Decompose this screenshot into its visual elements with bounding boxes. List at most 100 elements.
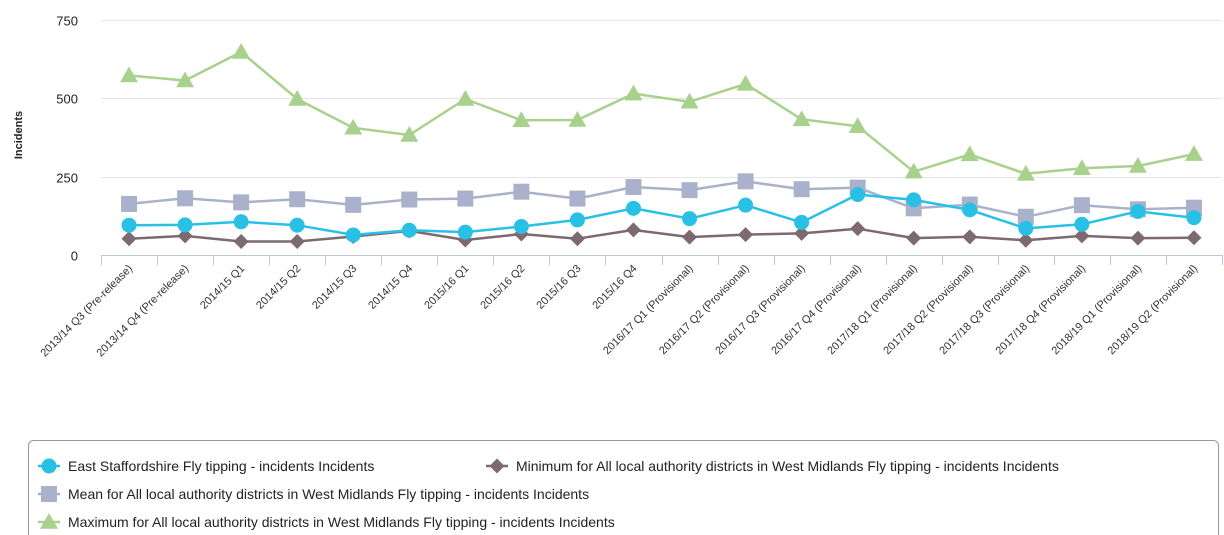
data-point <box>401 191 418 208</box>
x-tick-label: 2018/19 Q1 (Provisional) <box>1050 263 1145 358</box>
data-point <box>1130 203 1146 219</box>
data-point <box>401 222 417 238</box>
legend-frame <box>28 440 1219 535</box>
y-tick-label: 500 <box>56 92 78 107</box>
series-line <box>128 50 1195 176</box>
data-point <box>289 234 305 250</box>
series-line <box>128 193 1195 237</box>
data-point <box>457 190 474 207</box>
data-point <box>177 228 193 244</box>
x-tick-label: 2017/18 Q1 (Provisional) <box>825 263 920 358</box>
data-point <box>177 190 194 207</box>
data-point <box>289 191 306 208</box>
data-point <box>513 218 529 234</box>
legend-item[interactable]: East Staffordshire Fly tipping - inciden… <box>38 458 374 474</box>
y-axis-label: Incidents <box>13 111 25 159</box>
data-point <box>680 92 699 109</box>
x-tick-label: 2015/16 Q2 <box>478 263 527 312</box>
data-point <box>682 229 698 245</box>
data-point <box>848 117 867 133</box>
legend-label: Maximum for All local authority district… <box>68 514 615 530</box>
series-line <box>128 180 1195 219</box>
x-tick-label: 2015/16 Q4 <box>590 263 639 312</box>
data-point <box>1018 220 1034 236</box>
series-square <box>121 173 1202 225</box>
series-circle <box>121 187 1202 243</box>
legend-marker <box>40 513 58 529</box>
y-tick-label: 0 <box>71 249 78 264</box>
data-point <box>625 222 641 238</box>
data-point <box>120 66 139 83</box>
data-point <box>1130 230 1146 246</box>
legend-marker <box>489 458 505 474</box>
data-point <box>233 214 249 230</box>
data-point <box>233 234 249 250</box>
data-point <box>121 195 138 212</box>
data-point <box>625 200 641 216</box>
x-tick-label: 2013/14 Q4 (Pre-release) <box>95 263 192 360</box>
x-tick-label: 2016/17 Q1 (Provisional) <box>601 263 696 358</box>
data-point <box>121 217 137 233</box>
data-point <box>1072 159 1091 175</box>
data-point <box>682 211 698 227</box>
data-point <box>962 202 978 218</box>
data-point <box>569 231 585 247</box>
data-point <box>737 173 754 190</box>
data-point <box>625 179 642 196</box>
series-line <box>128 227 1195 243</box>
data-point <box>1018 232 1034 248</box>
data-point <box>233 194 250 211</box>
x-tick-label: 2016/17 Q4 (Provisional) <box>769 263 864 358</box>
data-point <box>1186 230 1202 246</box>
data-point <box>1186 210 1202 226</box>
data-point <box>1128 157 1147 173</box>
legend-item[interactable]: Minimum for All local authority district… <box>486 458 1059 474</box>
gridlines <box>101 20 1222 178</box>
x-tick-label: 2013/14 Q3 (Pre-release) <box>38 263 135 360</box>
data-point <box>850 187 866 203</box>
data-point <box>345 227 361 243</box>
x-tick-label: 2016/17 Q3 (Provisional) <box>713 263 808 358</box>
data-point <box>962 229 978 245</box>
legend-item[interactable]: Maximum for All local authority district… <box>38 513 615 530</box>
y-tick-label: 750 <box>56 14 78 29</box>
legend-item[interactable]: Mean for All local authority districts i… <box>38 486 589 502</box>
x-tick-label: 2015/16 Q1 <box>422 263 471 312</box>
data-point <box>569 190 586 207</box>
data-point <box>1184 145 1203 161</box>
data-point <box>457 224 473 240</box>
x-tick-label: 2017/18 Q4 (Provisional) <box>993 263 1088 358</box>
data-point <box>792 110 811 127</box>
data-point <box>904 162 923 179</box>
data-point <box>681 182 698 199</box>
x-tick-label: 2014/15 Q4 <box>366 263 415 312</box>
series-layer <box>120 42 1203 250</box>
data-point <box>794 214 810 230</box>
legend-marker <box>41 458 57 474</box>
x-tick-label: 2014/15 Q1 <box>198 263 247 312</box>
legend-marker <box>41 486 57 502</box>
data-point <box>1074 216 1090 232</box>
data-point <box>569 212 585 228</box>
series-diamond <box>121 221 1202 250</box>
data-point <box>400 125 419 142</box>
data-point <box>850 221 866 237</box>
data-point <box>906 192 922 208</box>
data-point <box>1073 197 1090 214</box>
data-point <box>738 227 754 243</box>
legend-label: East Staffordshire Fly tipping - inciden… <box>68 458 374 474</box>
data-point <box>344 118 363 135</box>
y-tick-label: 250 <box>56 171 78 186</box>
series-triangle <box>120 42 1203 181</box>
legend-label: Minimum for All local authority district… <box>516 458 1059 474</box>
data-point <box>794 225 810 241</box>
legend-label: Mean for All local authority districts i… <box>68 486 589 502</box>
data-point <box>345 196 362 213</box>
x-tick-label: 2018/19 Q2 (Provisional) <box>1106 263 1201 358</box>
data-point <box>512 111 531 128</box>
data-point <box>568 110 587 127</box>
data-point <box>960 145 979 162</box>
legend: East Staffordshire Fly tipping - inciden… <box>28 440 1219 535</box>
data-point <box>177 217 193 233</box>
